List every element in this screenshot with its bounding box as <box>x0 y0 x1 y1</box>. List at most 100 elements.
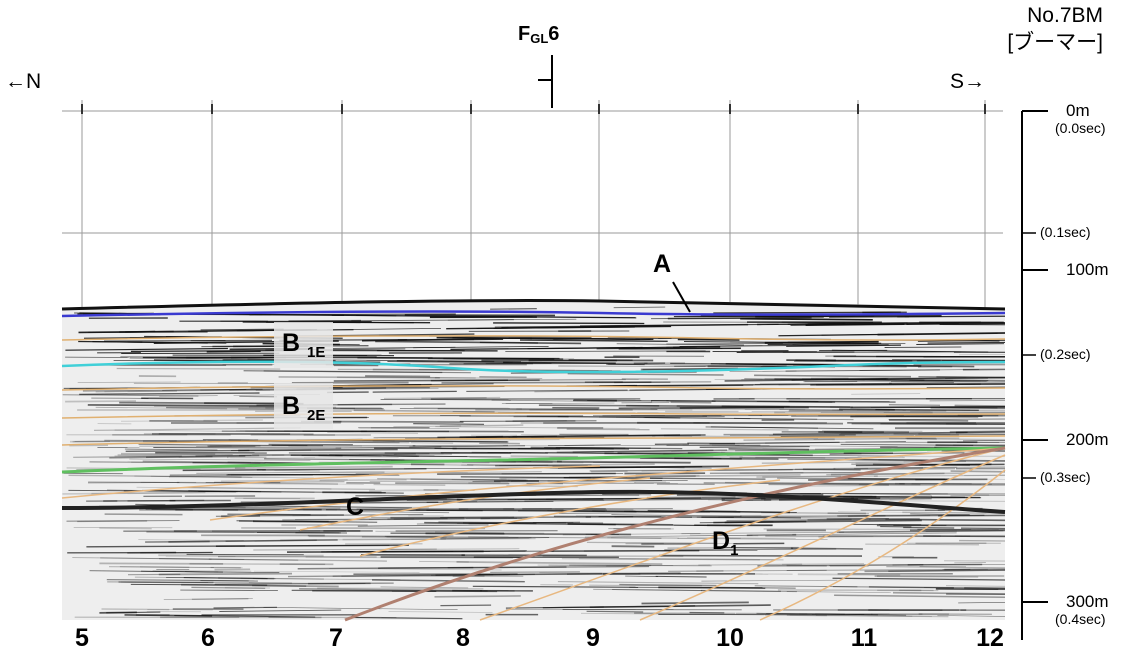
reflector-segment <box>353 409 495 413</box>
reflector-segment <box>580 612 765 616</box>
reflector-segment <box>754 374 912 378</box>
reflector-segment <box>778 333 905 337</box>
reflector-segment <box>129 458 311 461</box>
reflector-segment <box>643 417 854 421</box>
line-name: No.7BM <box>1027 4 1103 27</box>
reflector-segment <box>100 557 299 561</box>
reflector-segment <box>701 579 838 582</box>
reflector-segment <box>491 399 653 403</box>
reflector-segment <box>711 444 770 446</box>
reflector-segment <box>468 521 581 525</box>
reflector-segment <box>786 614 949 618</box>
reflector-segment <box>721 405 851 408</box>
reflector-segment <box>572 449 728 453</box>
reflector-segment <box>945 585 1006 587</box>
time-0.3sec: (0.3sec) <box>1040 469 1091 485</box>
reflector-segment <box>589 584 702 587</box>
reflector-segment <box>253 548 437 551</box>
reflector-segment <box>888 418 1006 420</box>
reflector-segment <box>582 497 670 500</box>
reflector-segment <box>596 347 723 350</box>
reflector-segment <box>612 589 703 592</box>
reflector-segment <box>208 558 387 562</box>
reflector-segment <box>892 563 1006 566</box>
reflector-segment <box>503 361 616 364</box>
reflector-segment <box>435 426 640 430</box>
reflector-segment <box>342 537 536 541</box>
reflector-segment <box>101 608 170 611</box>
reflector-segment <box>573 399 642 401</box>
reflector-segment <box>711 400 836 404</box>
reflector-segment <box>287 574 494 578</box>
reflector-segment <box>902 511 1006 515</box>
reflector-segment <box>655 575 707 578</box>
reflector-segment <box>328 385 505 388</box>
reflector-segment <box>880 423 1006 425</box>
reflector-segment <box>66 519 180 522</box>
reflector-segment <box>62 491 236 495</box>
reflector-segment <box>889 437 1006 441</box>
reflector-segment <box>191 598 249 600</box>
reflector-segment <box>141 489 262 493</box>
reflector-segment <box>182 486 376 491</box>
reflector-segment <box>800 492 990 496</box>
reflector-segment <box>319 479 407 482</box>
reflector-segment <box>188 490 382 494</box>
reflector-segment <box>205 455 252 457</box>
reflector-segment <box>576 508 634 511</box>
reflector-segment <box>814 447 937 450</box>
reflector-segment <box>253 570 420 573</box>
reflector-segment <box>103 339 273 342</box>
reflector-segment <box>393 453 430 455</box>
reflector-segment <box>256 468 427 471</box>
reflector-segment <box>718 363 850 366</box>
reflector-segment <box>789 614 913 617</box>
reflector-segment <box>838 514 985 517</box>
reflector-segment <box>516 408 658 410</box>
reflector-segment <box>99 562 224 565</box>
reflector-segment <box>168 539 338 543</box>
reflector-segment <box>159 558 212 560</box>
reflector-segment <box>125 449 250 452</box>
reflector-segment <box>387 361 513 363</box>
reflector-segment <box>482 436 545 439</box>
reflector-segment <box>313 420 464 423</box>
reflector-segment <box>434 595 521 598</box>
reflector-segment <box>65 347 228 351</box>
reflector-segment <box>786 344 902 347</box>
reflector-segment <box>393 517 518 520</box>
reflector-segment <box>439 379 639 381</box>
reflector-segment <box>916 343 1005 345</box>
reflector-segment <box>426 500 554 503</box>
reflector-segment <box>501 325 661 329</box>
reflector-segment <box>263 607 458 610</box>
reflector-segment <box>740 317 873 321</box>
reflector-segment <box>337 403 446 406</box>
reflector-segment <box>955 431 1006 434</box>
reflector-segment <box>166 577 220 579</box>
reflector-segment <box>760 511 869 515</box>
reflector-segment <box>419 561 469 563</box>
reflector-segment <box>762 475 842 478</box>
reflector-segment <box>225 539 317 542</box>
reflector-segment <box>703 482 905 485</box>
reflector-segment <box>843 495 932 498</box>
reflector-segment <box>99 611 137 614</box>
reflector-segment <box>950 495 1006 497</box>
reflector-segment <box>362 439 560 441</box>
reflector-segment <box>145 455 213 459</box>
reflector-segment <box>667 316 812 320</box>
reflector-segment <box>68 474 242 478</box>
reflector-segment <box>421 396 501 399</box>
reflector-segment <box>507 479 563 482</box>
reflector-segment <box>288 319 362 323</box>
reflector-segment <box>73 455 182 458</box>
reflector-segment <box>699 510 797 513</box>
reflector-segment <box>547 444 621 446</box>
reflector-segment <box>120 420 194 422</box>
reflector-segment <box>327 328 442 331</box>
reflector-segment <box>903 526 955 529</box>
reflector-segment <box>717 546 794 549</box>
fault-indicator <box>538 55 553 108</box>
reflector-segment <box>556 449 714 454</box>
